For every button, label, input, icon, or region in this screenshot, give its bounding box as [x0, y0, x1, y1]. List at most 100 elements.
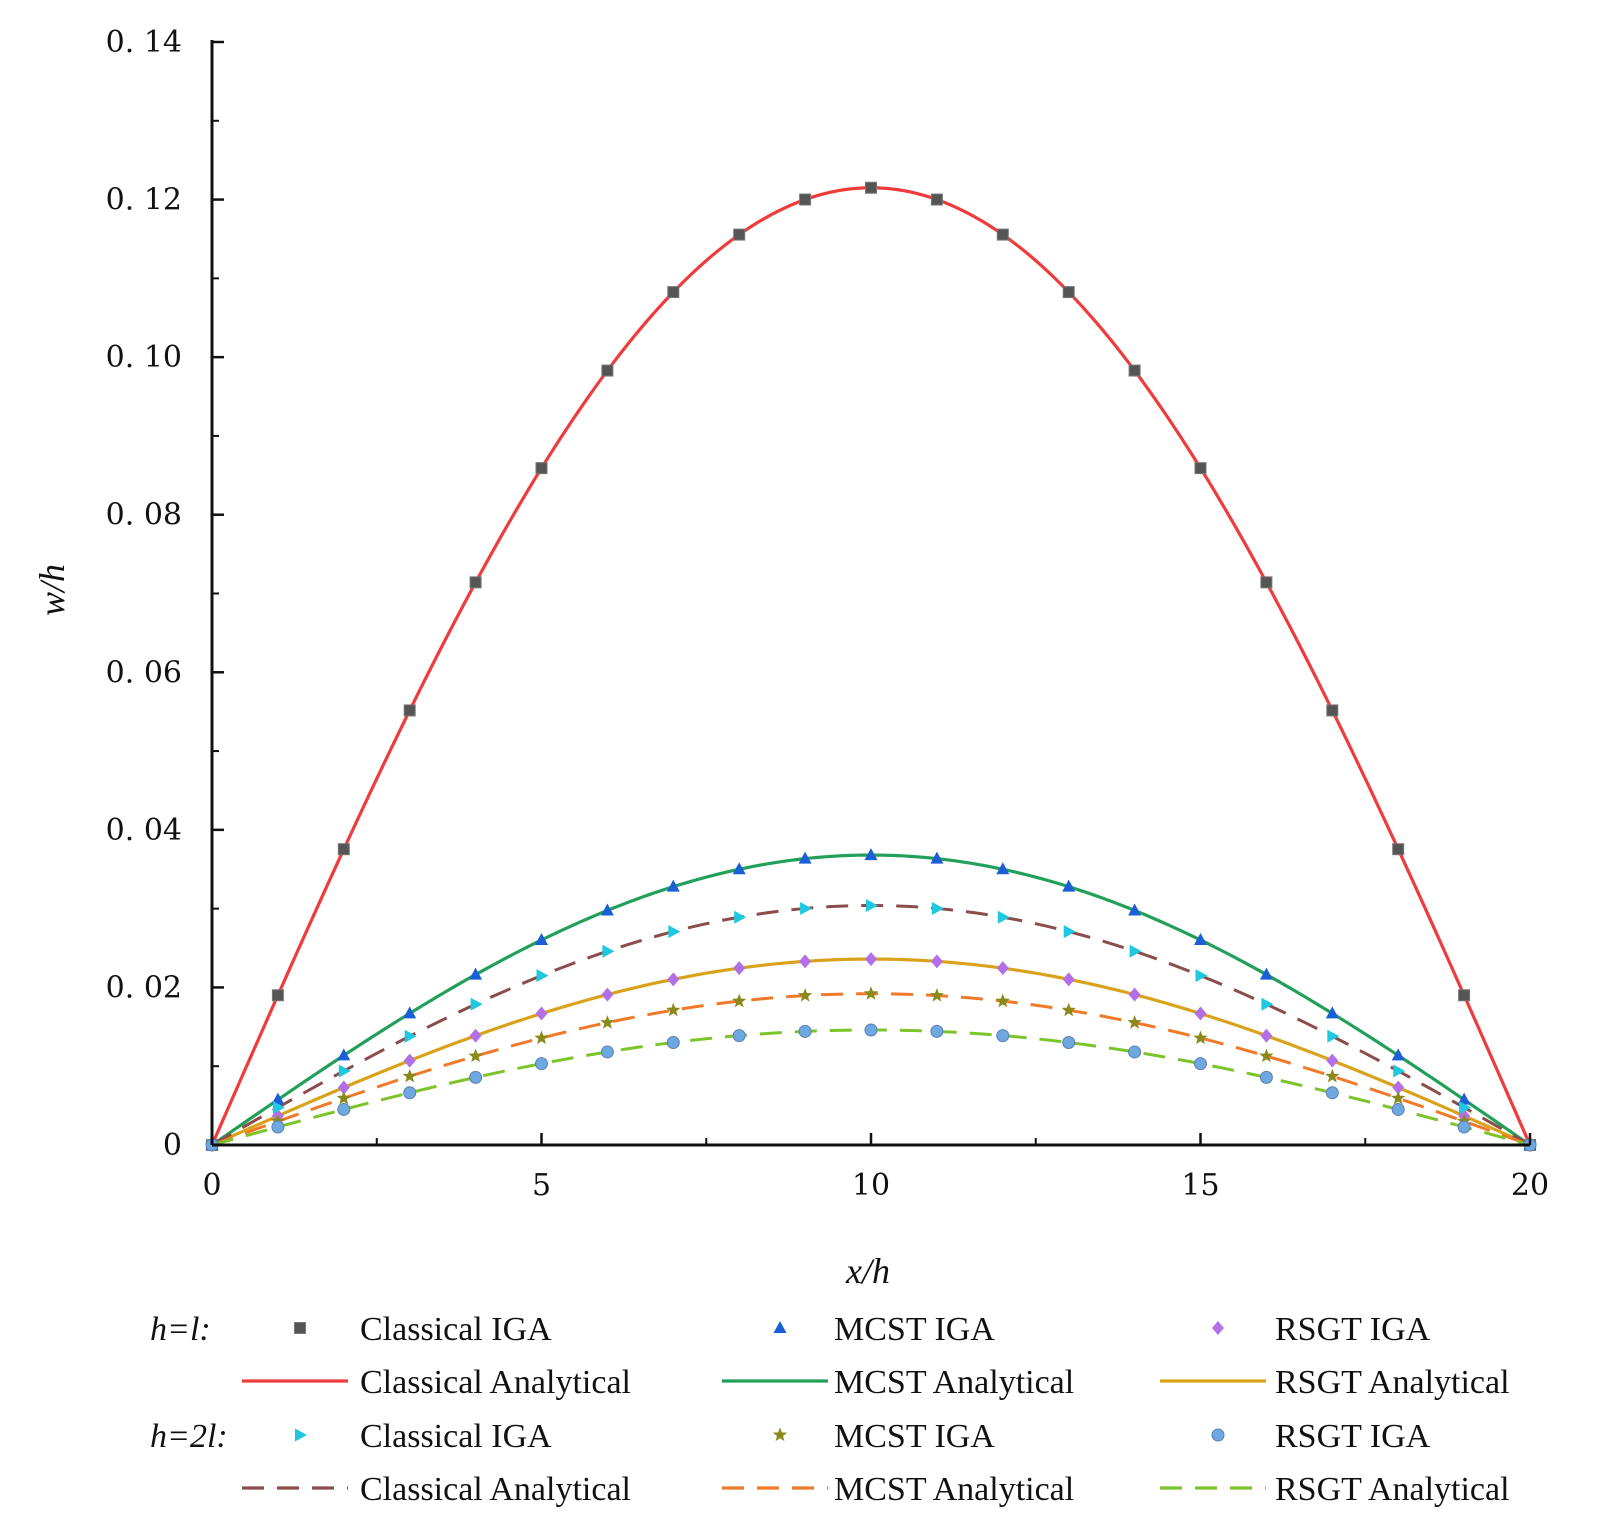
- data-point-s0-9: [799, 193, 812, 206]
- data-point-s7-16: [1259, 1048, 1274, 1063]
- data-point-s1-19: [1457, 1092, 1471, 1105]
- data-point-s6-4: [470, 997, 483, 1011]
- data-point-s2-9: [799, 954, 812, 969]
- data-point-s6-3: [404, 1029, 417, 1043]
- data-point-s6-7: [668, 925, 681, 939]
- data-point-s8-12: [996, 1029, 1010, 1043]
- data-point-s0-14: [1128, 364, 1141, 377]
- data-point-s1-15: [1194, 932, 1207, 945]
- legend-label-10: MCST Analytical: [834, 1471, 1074, 1508]
- data-point-s6-1: [272, 1101, 285, 1115]
- series-line-3: [210, 186, 1532, 1146]
- data-point-s8-8: [732, 1029, 746, 1043]
- data-point-s7-18: [1391, 1090, 1406, 1105]
- data-point-s2-7: [667, 972, 680, 987]
- series-line-4: [211, 853, 1531, 1147]
- legend-group-label: h=2l:: [150, 1418, 228, 1455]
- data-point-s7-3: [402, 1068, 417, 1083]
- y-tick-label: 0. 08: [106, 498, 182, 533]
- data-point-s7-4: [468, 1048, 483, 1063]
- data-point-s1-18: [1391, 1048, 1405, 1061]
- data-point-s7-10: [863, 986, 879, 1000]
- data-point-s8-17: [1325, 1086, 1339, 1100]
- data-point-s2-12: [996, 961, 1009, 976]
- data-point-s7-9: [797, 988, 813, 1002]
- y-tick-label: 0. 06: [106, 655, 182, 690]
- data-point-s6-15: [1195, 969, 1208, 983]
- data-point-s2-14: [1128, 987, 1141, 1002]
- legend-symbol-0: [294, 1322, 306, 1334]
- data-point-s8-18: [1391, 1102, 1405, 1116]
- data-point-s6-17: [1327, 1029, 1340, 1043]
- data-point-s0-7: [667, 286, 680, 299]
- legend-label-3: Classical Analytical: [360, 1364, 631, 1401]
- data-point-s8-16: [1259, 1070, 1273, 1084]
- y-tick-label: 0. 10: [106, 340, 182, 375]
- x-axis-label: x/h: [845, 1251, 890, 1291]
- legend-symbol-6: [295, 1428, 307, 1442]
- data-point-s8-10: [864, 1023, 878, 1037]
- data-point-s0-10: [865, 181, 877, 194]
- data-point-s8-3: [403, 1086, 417, 1100]
- legend-label-1: MCST IGA: [834, 1311, 995, 1348]
- data-point-s7-13: [1061, 1002, 1076, 1017]
- data-point-s0-1: [271, 989, 284, 1002]
- data-point-s7-14: [1127, 1015, 1142, 1029]
- data-point-s1-16: [1259, 967, 1273, 980]
- plot-curves: [210, 186, 1532, 1147]
- data-point-s0-11: [930, 193, 943, 206]
- data-point-s1-17: [1325, 1006, 1339, 1019]
- data-point-s2-18: [1392, 1080, 1405, 1095]
- data-point-s0-13: [1062, 286, 1075, 299]
- data-point-s7-5: [534, 1030, 549, 1045]
- axes: [210, 40, 1530, 1147]
- data-point-s1-14: [1128, 903, 1142, 916]
- data-point-s6-10: [866, 898, 878, 912]
- data-point-s0-8: [733, 228, 746, 241]
- data-point-s1-10: [864, 848, 878, 861]
- data-point-s2-15: [1194, 1006, 1207, 1021]
- data-point-s8-13: [1062, 1036, 1076, 1050]
- data-point-s6-16: [1261, 997, 1274, 1011]
- data-point-s7-7: [666, 1002, 681, 1017]
- data-point-s2-16: [1260, 1028, 1273, 1043]
- legend-label-8: RSGT IGA: [1275, 1418, 1431, 1455]
- data-point-s0-18: [1392, 843, 1405, 856]
- data-point-s6-9: [800, 901, 813, 915]
- data-point-s0-3: [403, 704, 416, 717]
- data-point-s0-16: [1260, 576, 1273, 589]
- data-point-s2-10: [865, 952, 877, 967]
- data-point-s7-8: [732, 993, 747, 1008]
- x-tick-label: 20: [1511, 1168, 1549, 1203]
- y-axis-label: w/h: [32, 564, 72, 616]
- data-point-s7-6: [600, 1015, 615, 1029]
- data-point-s1-8: [732, 862, 746, 875]
- data-point-s6-18: [1393, 1064, 1406, 1078]
- data-point-s6-12: [997, 910, 1010, 924]
- legend-symbol-2: [1212, 1321, 1224, 1335]
- data-point-s7-11: [929, 988, 945, 1002]
- legend-symbol-8: [1211, 1428, 1225, 1442]
- data-point-s6-11: [931, 901, 944, 915]
- legend-symbol-7: [772, 1427, 788, 1442]
- legend-group-label: h=l:: [150, 1311, 211, 1348]
- data-point-s8-1: [271, 1120, 285, 1134]
- legend-label-9: Classical Analytical: [360, 1471, 631, 1508]
- data-point-s2-3: [403, 1053, 416, 1068]
- data-point-s1-2: [337, 1048, 351, 1061]
- data-point-s1-5: [535, 932, 548, 945]
- data-point-s6-5: [536, 969, 549, 983]
- y-tick-label: 0. 14: [106, 25, 182, 60]
- y-tick-label: 0: [163, 1128, 182, 1163]
- data-point-s0-2: [337, 843, 350, 856]
- data-point-s2-5: [535, 1006, 548, 1021]
- y-tick-label: 0. 02: [106, 970, 182, 1005]
- data-point-s8-6: [600, 1045, 614, 1059]
- data-point-s8-4: [469, 1070, 483, 1084]
- x-tick-label: 15: [1181, 1168, 1219, 1203]
- ticks: 0 0. 02 0. 04 0. 06 0. 08 0. 10 0. 12 0. 14 0 5 10…: [106, 25, 1549, 1203]
- data-point-s0-4: [469, 576, 482, 589]
- legend-label-2: RSGT IGA: [1275, 1311, 1431, 1348]
- data-point-s2-4: [469, 1028, 482, 1043]
- data-point-s2-11: [930, 954, 943, 969]
